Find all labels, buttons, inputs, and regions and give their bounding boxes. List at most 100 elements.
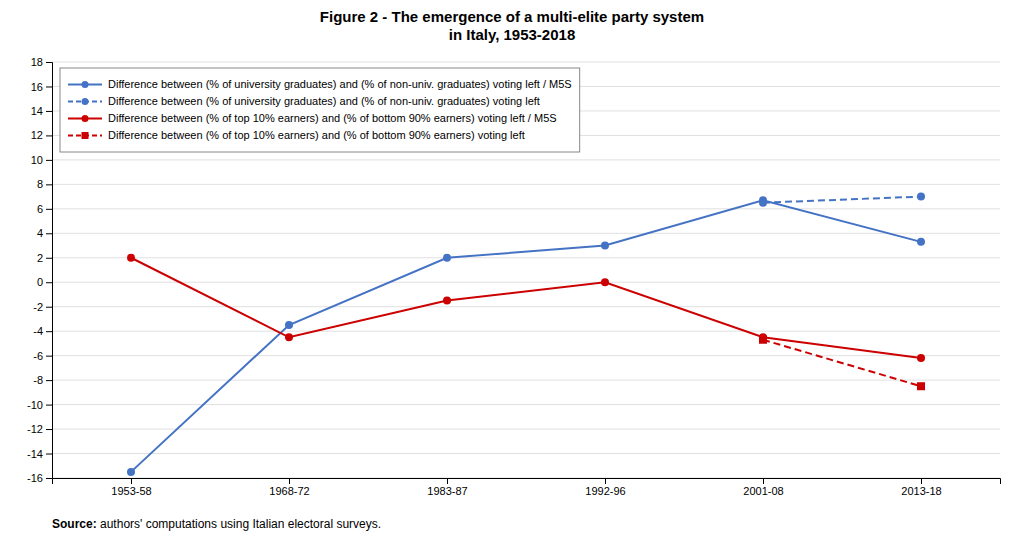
y-tick: 14 <box>31 105 52 117</box>
title-line: in Italy, 1953-2018 <box>449 26 575 43</box>
grid-line <box>52 331 1000 332</box>
tick-mark <box>763 478 764 484</box>
series-line <box>131 258 921 358</box>
tick-label: 2013-18 <box>901 485 941 497</box>
tick-mark <box>289 478 290 484</box>
tick-mark <box>46 405 52 406</box>
x-axis: 1953-58 1968-72 1983-87 1992-96 2001-08 2013-… <box>53 478 1001 497</box>
tick-mark <box>46 111 52 112</box>
tick-mark <box>46 478 52 479</box>
point <box>127 468 135 476</box>
series-line <box>131 200 921 472</box>
legend-symbol <box>82 115 89 122</box>
tick-label: 1953-58 <box>111 485 151 497</box>
grid-line <box>52 159 1000 160</box>
source-part: authors' computations using Italian elec… <box>97 517 381 531</box>
grid-line <box>52 355 1000 356</box>
y-tick: 2 <box>37 252 52 264</box>
y-tick: 10 <box>31 154 52 166</box>
point <box>759 199 767 207</box>
grid-line <box>52 453 1000 454</box>
legend-item: Difference between (% of top 10% earners… <box>68 129 525 141</box>
series-line <box>763 340 921 386</box>
legend-label: Difference between (% of university grad… <box>108 95 540 107</box>
legend: Difference between (% of university grad… <box>60 68 580 152</box>
tick-label: -10 <box>27 399 43 411</box>
tick-mark <box>46 282 52 283</box>
legend-label: Difference between (% of university grad… <box>108 78 572 90</box>
tick-label: 0 <box>37 276 43 288</box>
y-axis: -16-14-12-10-8-6-4-2024681012141618 <box>27 56 52 484</box>
tick-label: 16 <box>31 80 43 92</box>
legend-box <box>60 68 580 152</box>
legend-item: Difference between (% of university grad… <box>68 78 572 90</box>
grid-line <box>52 380 1000 381</box>
y-tick: -16 <box>27 472 52 484</box>
legend-symbol <box>82 132 89 139</box>
tick-mark <box>46 454 52 455</box>
legend-label: Difference between (% of top 10% earners… <box>108 112 557 124</box>
y-tick: 0 <box>37 276 52 288</box>
point <box>917 354 925 362</box>
grid-line <box>52 257 1000 258</box>
point <box>443 297 451 305</box>
tick-mark <box>46 233 52 234</box>
point <box>127 254 135 262</box>
y-tick: -4 <box>33 325 52 337</box>
legend-symbol <box>82 81 89 88</box>
tick-label: -4 <box>33 325 43 337</box>
series-line <box>763 197 921 203</box>
point <box>917 238 925 246</box>
series <box>759 336 925 390</box>
y-tick: 4 <box>37 227 52 239</box>
grid-line <box>52 184 1000 185</box>
tick-label: 2 <box>37 252 43 264</box>
series <box>127 254 925 362</box>
tick-label: -2 <box>33 301 43 313</box>
tick-mark <box>46 331 52 332</box>
point <box>759 336 767 344</box>
series <box>127 196 925 476</box>
tick-label: 18 <box>31 56 43 68</box>
tick-label: -8 <box>33 374 43 386</box>
marks <box>127 193 925 476</box>
x-tick: 2001-08 <box>743 478 783 497</box>
x-tick: 2013-18 <box>901 478 941 497</box>
grid <box>52 62 1000 478</box>
x-tick: 1983-87 <box>427 478 467 497</box>
source-part: Source: <box>52 517 97 531</box>
grid-line <box>52 404 1000 405</box>
tick-mark <box>46 86 52 87</box>
grid-line <box>52 429 1000 430</box>
legend-symbol <box>82 98 89 105</box>
plot: -16-14-12-10-8-6-4-20246810121416181953-… <box>27 56 1000 497</box>
tick-mark <box>46 184 52 185</box>
title: Figure 2 - The emergence of a multi-elit… <box>320 8 704 43</box>
x-tick: 1968-72 <box>269 478 309 497</box>
tick-label: 8 <box>37 178 43 190</box>
title-line: Figure 2 - The emergence of a multi-elit… <box>320 8 704 25</box>
tick-label: -14 <box>27 448 43 460</box>
y-tick: -10 <box>27 399 52 411</box>
grid-line <box>52 233 1000 234</box>
tick-mark <box>605 478 606 484</box>
y-tick: 6 <box>37 203 52 215</box>
axis-domain <box>53 479 1001 485</box>
legend-item: Difference between (% of university grad… <box>68 95 540 107</box>
chart: Figure 2 - The emergence of a multi-elit… <box>0 0 1024 536</box>
tick-label: 1983-87 <box>427 485 467 497</box>
tick-label: 14 <box>31 105 43 117</box>
tick-label: -6 <box>33 350 43 362</box>
y-tick: -8 <box>33 374 52 386</box>
tick-mark <box>46 209 52 210</box>
grid-line <box>52 306 1000 307</box>
tick-mark <box>447 478 448 484</box>
point <box>285 321 293 329</box>
tick-mark <box>131 478 132 484</box>
series <box>759 193 925 207</box>
tick-mark <box>46 135 52 136</box>
x-tick: 1992-96 <box>585 478 625 497</box>
tick-label: 12 <box>31 129 43 141</box>
tick-label: 4 <box>37 227 43 239</box>
tick-mark <box>46 356 52 357</box>
